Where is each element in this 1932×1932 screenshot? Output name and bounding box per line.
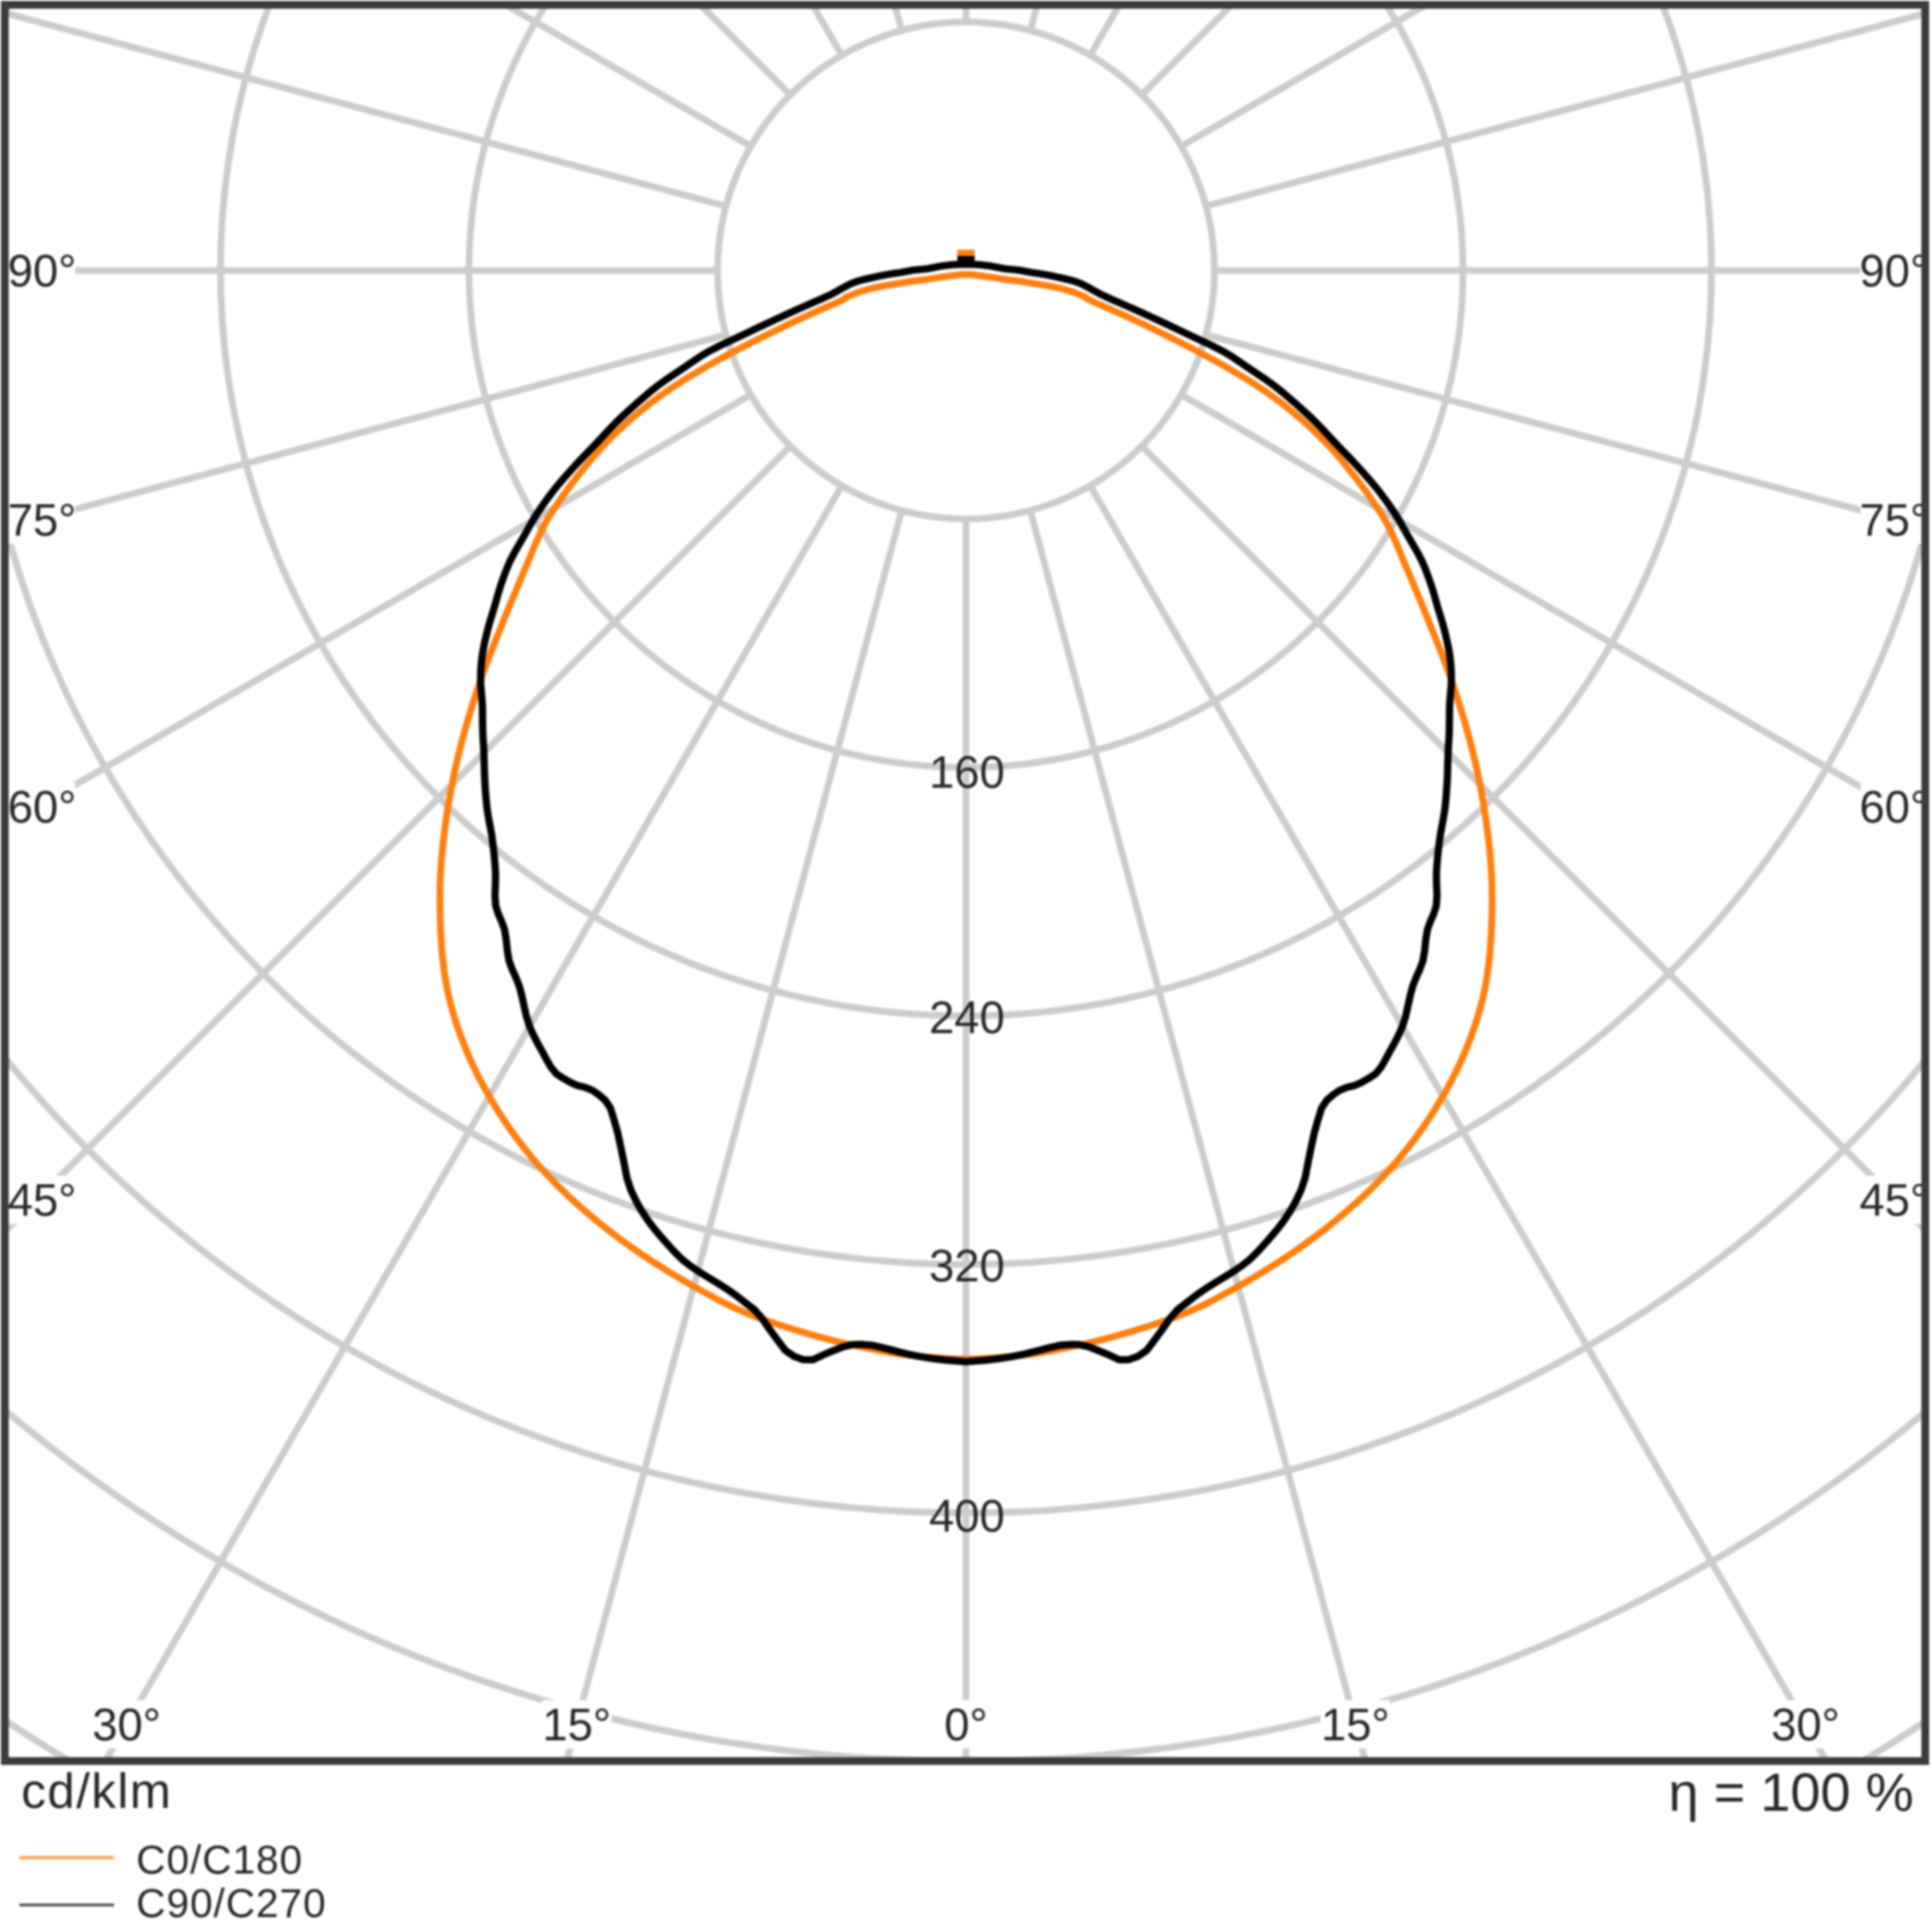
svg-text:75°: 75° [8,495,76,546]
svg-text:cd/klm: cd/klm [21,1764,172,1819]
svg-text:45°: 45° [1860,1175,1928,1226]
svg-text:90°: 90° [8,245,76,297]
svg-text:60°: 60° [8,781,76,833]
svg-text:320: 320 [929,1240,1005,1292]
svg-text:C0/C180: C0/C180 [136,1837,303,1883]
svg-text:60°: 60° [1860,781,1928,833]
svg-text:30°: 30° [92,1699,160,1750]
svg-text:15°: 15° [542,1699,611,1750]
svg-text:15°: 15° [1321,1699,1389,1750]
svg-text:0°: 0° [945,1699,988,1750]
svg-text:30°: 30° [1771,1699,1839,1750]
svg-text:45°: 45° [8,1175,76,1226]
svg-text:400: 400 [929,1491,1005,1542]
svg-text:η = 100 %: η = 100 % [1668,1762,1914,1823]
svg-text:90°: 90° [1860,245,1928,297]
svg-text:160: 160 [929,747,1005,798]
svg-text:240: 240 [929,992,1005,1043]
svg-text:C90/C270: C90/C270 [136,1881,327,1926]
svg-text:75°: 75° [1860,495,1928,546]
